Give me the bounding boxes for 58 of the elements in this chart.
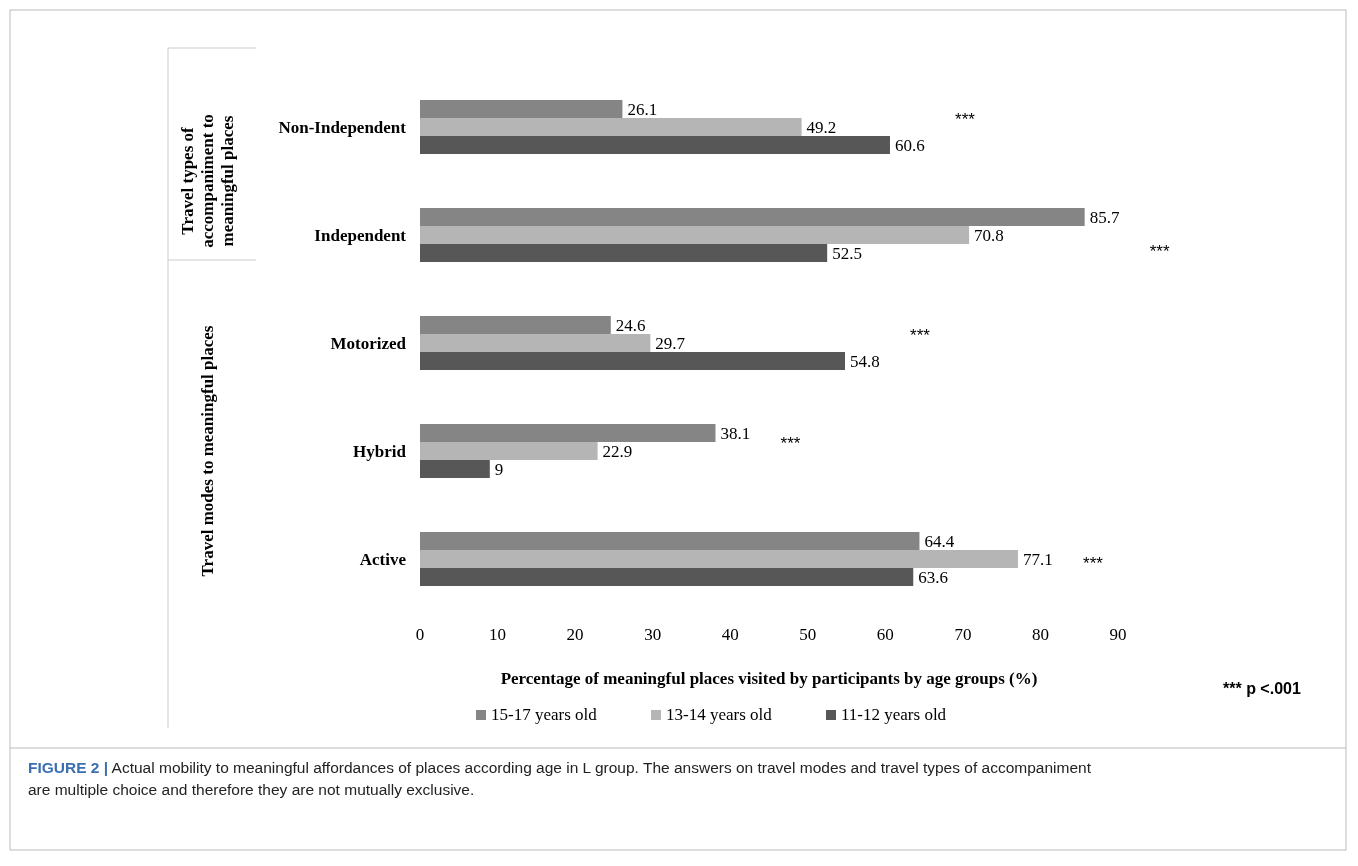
bar: [420, 460, 490, 478]
annotation: ***: [780, 434, 801, 453]
x-tick-label: 20: [566, 625, 584, 644]
y-tick-label: Hybrid: [353, 442, 407, 461]
x-tick-label: 70: [954, 625, 972, 644]
text: ***: [1149, 242, 1170, 261]
bar: [420, 568, 914, 586]
data-label: 24.6: [615, 316, 646, 335]
bar: [420, 424, 716, 442]
data-label: 52.5: [832, 244, 862, 263]
data-label: 9: [494, 460, 504, 479]
y-tick-label: Motorized: [330, 334, 407, 353]
caption: FIGURE 2 | Actual mobility to meaningful affordances of places according age in L group. The answers on travel modes and travel types of accompaniment are multiple choice and therefore they are not mutually exclusive.: [28, 759, 1092, 798]
bar: [420, 226, 970, 244]
annotation: ***: [910, 326, 931, 345]
data-label: 54.8: [850, 352, 880, 371]
x-tick-label: 40: [721, 625, 739, 644]
data-label: 49.2: [806, 118, 837, 137]
bar: [420, 118, 802, 136]
bar: [420, 532, 920, 550]
data-label: 60.6: [894, 136, 925, 155]
bar: [420, 352, 845, 370]
y-tick-label: Non-Independent: [278, 118, 407, 137]
bar: [420, 550, 1018, 568]
x-tick-label: 30: [644, 625, 662, 644]
data-label: 64.4: [924, 532, 955, 551]
legend-label: 11-12 years old: [841, 705, 947, 724]
x-tick-label: 50: [799, 625, 817, 644]
bar: [420, 442, 598, 460]
bar: [420, 136, 890, 154]
data-label: 22.9: [602, 442, 633, 461]
data-label: 70.8: [974, 226, 1004, 245]
legend-label: 15-17 years old: [491, 705, 598, 724]
text: Travel types of accompaniment to meaningful places: [178, 114, 237, 248]
x-tick-label: 10: [489, 625, 507, 644]
x-tick-label: 80: [1031, 625, 1049, 644]
annotation: ***: [955, 110, 976, 129]
bar: [420, 208, 1085, 226]
y-tick-label: Active: [359, 550, 407, 569]
data-label: 29.7: [655, 334, 686, 353]
data-label: 77.1: [1022, 550, 1053, 569]
text: *** p <.001: [1223, 680, 1301, 697]
x-tick-label: 90: [1109, 625, 1127, 644]
data-label: 26.1: [627, 100, 658, 119]
y-tick-label: Independent: [314, 226, 407, 245]
bar: [420, 244, 828, 262]
text: Travel modes to meaningful places: [198, 325, 217, 577]
x-axis-title: Percentage of meaningful places visited by participants by age groups (%): [500, 669, 1038, 688]
data-label: 63.6: [918, 568, 948, 587]
bar: [420, 316, 611, 334]
data-label: 85.7: [1089, 208, 1120, 227]
legend-label: 13-14 years old: [666, 705, 773, 724]
annotation: ***: [1083, 554, 1104, 573]
x-tick-label: 60: [876, 625, 894, 644]
data-label: 38.1: [720, 424, 751, 443]
bar: [420, 334, 651, 352]
x-tick-label: 0: [415, 625, 425, 644]
bar: [420, 100, 623, 118]
